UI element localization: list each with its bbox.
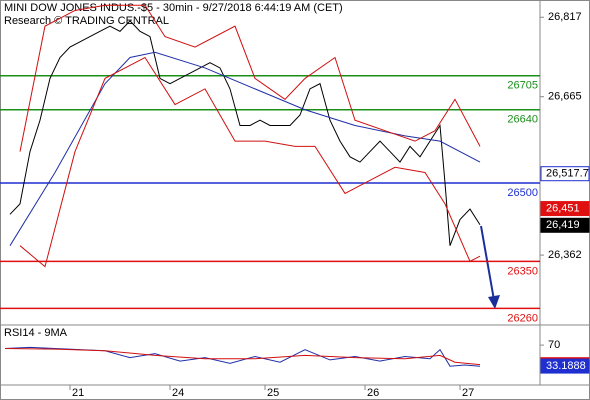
price-label: 26,451	[546, 202, 580, 214]
series-line	[9, 20, 481, 246]
y-tick-label: 26,817	[548, 11, 582, 23]
forecast-arrowhead	[488, 295, 500, 309]
x-tick-label: 24	[172, 387, 184, 399]
x-tick-label: 27	[462, 387, 474, 399]
x-tick-label: 25	[267, 387, 279, 399]
x-tick-label: 26	[367, 387, 379, 399]
y-tick-label: 70	[548, 339, 560, 351]
level-label: 26500	[507, 187, 538, 199]
forecast-arrow	[480, 225, 495, 301]
series-line	[19, 4, 481, 152]
level-label: 26640	[507, 114, 538, 126]
price-label-box	[540, 201, 590, 217]
y-tick-label: 26,665	[548, 91, 582, 103]
price-label-box	[540, 217, 590, 233]
rsi-title: RSI14 - 9MA	[4, 327, 68, 339]
price-label: 26,419	[546, 219, 580, 231]
level-label: 26705	[507, 80, 538, 92]
chart-title: MINI DOW JONES INDUS.-$5 - 30min - 9/27/…	[4, 2, 343, 14]
price-label-box	[540, 358, 590, 374]
chart-subtitle: Research © TRADING CENTRAL	[4, 15, 169, 27]
level-label: 26260	[507, 312, 538, 324]
price-label: 33.1888	[546, 360, 586, 372]
y-tick-label: 26,362	[548, 249, 582, 261]
x-tick-label: 21	[72, 387, 84, 399]
series-line	[4, 348, 481, 366]
level-label: 26350	[507, 265, 538, 277]
price-label-box	[540, 166, 590, 182]
series-line	[19, 56, 481, 268]
price-label: 26,517.7	[546, 168, 589, 180]
